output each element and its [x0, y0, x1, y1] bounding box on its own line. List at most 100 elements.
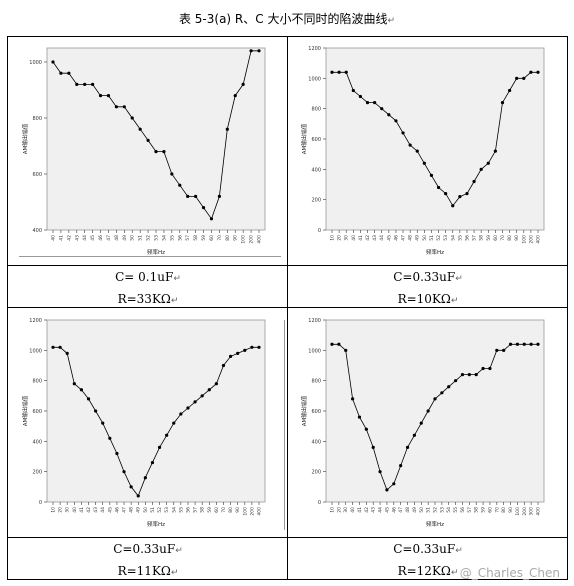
data-point — [201, 206, 206, 210]
x-tick-label: 48 — [408, 235, 414, 241]
data-point — [440, 391, 444, 395]
x-tick-label: 53 — [443, 235, 449, 241]
data-point — [172, 421, 176, 425]
x-tick-label: 43 — [93, 507, 99, 513]
y-tick-label: 800 — [311, 107, 321, 113]
x-tick-label: 200 — [249, 235, 255, 244]
data-point — [233, 94, 237, 98]
data-point — [91, 82, 95, 86]
data-point — [479, 167, 483, 171]
y-tick-label: 200 — [32, 470, 42, 476]
y-tick-label: 400 — [32, 228, 42, 234]
x-tick-label: 60 — [493, 235, 499, 241]
return-mark: ↵ — [450, 296, 459, 306]
return-mark: ↵ — [170, 296, 179, 306]
x-tick-label: 40 — [351, 235, 357, 241]
data-point — [394, 119, 398, 123]
data-point — [467, 373, 471, 377]
data-point — [138, 127, 142, 131]
data-point — [58, 345, 62, 349]
y-axis-label: AM输出幅值 — [21, 395, 29, 426]
data-point — [170, 172, 174, 176]
x-tick-label: 47 — [401, 235, 407, 241]
side-rule-decoration — [284, 320, 285, 530]
x-tick-label: 46 — [393, 235, 399, 241]
x-tick-label: 41 — [358, 235, 364, 241]
x-tick-label: 30 — [343, 507, 349, 513]
y-tick-label: 800 — [311, 379, 321, 385]
x-tick-label: 46 — [391, 507, 397, 513]
x-tick-label: 10 — [330, 507, 336, 513]
data-point — [405, 445, 410, 449]
x-tick-label: 70 — [500, 235, 506, 241]
x-tick-label: 59 — [486, 235, 492, 241]
y-tick-label: 1200 — [308, 46, 321, 52]
data-point — [508, 342, 513, 346]
data-point — [217, 194, 221, 198]
y-tick-label: 0 — [318, 228, 321, 234]
r-value: R=11KΩ — [117, 564, 171, 578]
x-tick-label: 58 — [200, 507, 206, 513]
data-point — [228, 354, 233, 358]
data-point — [337, 70, 341, 74]
y-tick-label: 1200 — [29, 318, 42, 324]
x-tick-label: 80 — [228, 507, 234, 513]
x-tick-label: 42 — [86, 507, 92, 513]
x-tick-label: 52 — [146, 235, 152, 241]
x-tick-label: 48 — [405, 507, 411, 513]
x-tick-label: 100 — [515, 507, 521, 516]
data-point — [357, 415, 362, 419]
data-point — [365, 101, 370, 105]
data-point — [83, 82, 87, 86]
data-point — [419, 421, 423, 425]
data-point — [373, 101, 377, 105]
x-tick-label: 43 — [372, 235, 378, 241]
data-point — [433, 397, 437, 401]
y-tick-label: 800 — [32, 116, 42, 122]
data-point — [522, 342, 526, 346]
x-tick-label: 47 — [122, 507, 128, 513]
y-tick-label: 200 — [311, 470, 321, 476]
x-tick-label: 200 — [522, 507, 528, 516]
x-tick-label: 50 — [143, 507, 149, 513]
caption-cell-2: C=0.33uF↵ R=10KΩ↵ — [288, 267, 568, 311]
data-point — [114, 105, 118, 109]
data-point — [154, 150, 158, 154]
x-tick-label: 44 — [82, 235, 88, 241]
y-tick-label: 1000 — [308, 348, 321, 354]
x-tick-label: 40 — [72, 507, 78, 513]
data-point — [444, 192, 448, 196]
return-mark: ↵ — [455, 274, 463, 284]
x-tick-label: 49 — [412, 507, 418, 513]
c-value: C=0.33uF — [393, 270, 456, 284]
data-point — [536, 342, 540, 346]
x-tick-label: 100 — [521, 235, 527, 244]
x-tick-label: 48 — [114, 235, 120, 241]
x-tick-label: 58 — [479, 235, 485, 241]
data-point — [460, 373, 465, 377]
x-tick-label: 55 — [178, 507, 184, 513]
x-tick-label: 41 — [58, 235, 64, 241]
x-tick-label: 60 — [214, 507, 220, 513]
x-tick-label: 100 — [241, 235, 247, 244]
data-point — [67, 71, 71, 75]
caption-cell-3: C=0.33uF↵ R=11KΩ↵ — [8, 539, 288, 583]
x-tick-label: 49 — [136, 507, 142, 513]
data-point — [108, 436, 112, 440]
x-tick-label: 10 — [330, 235, 336, 241]
x-tick-label: 400 — [257, 507, 263, 516]
x-tick-label: 52 — [157, 507, 163, 513]
data-point — [150, 460, 155, 465]
data-point — [344, 348, 348, 352]
data-point — [165, 433, 169, 437]
data-point — [422, 161, 426, 165]
x-tick-label: 55 — [457, 235, 463, 241]
data-point — [412, 433, 416, 437]
data-point — [194, 194, 198, 198]
data-point — [178, 183, 182, 187]
data-point — [426, 409, 430, 413]
x-tick-label: 59 — [201, 235, 207, 241]
x-tick-label: 100 — [242, 507, 248, 516]
x-tick-label: 51 — [426, 507, 432, 513]
